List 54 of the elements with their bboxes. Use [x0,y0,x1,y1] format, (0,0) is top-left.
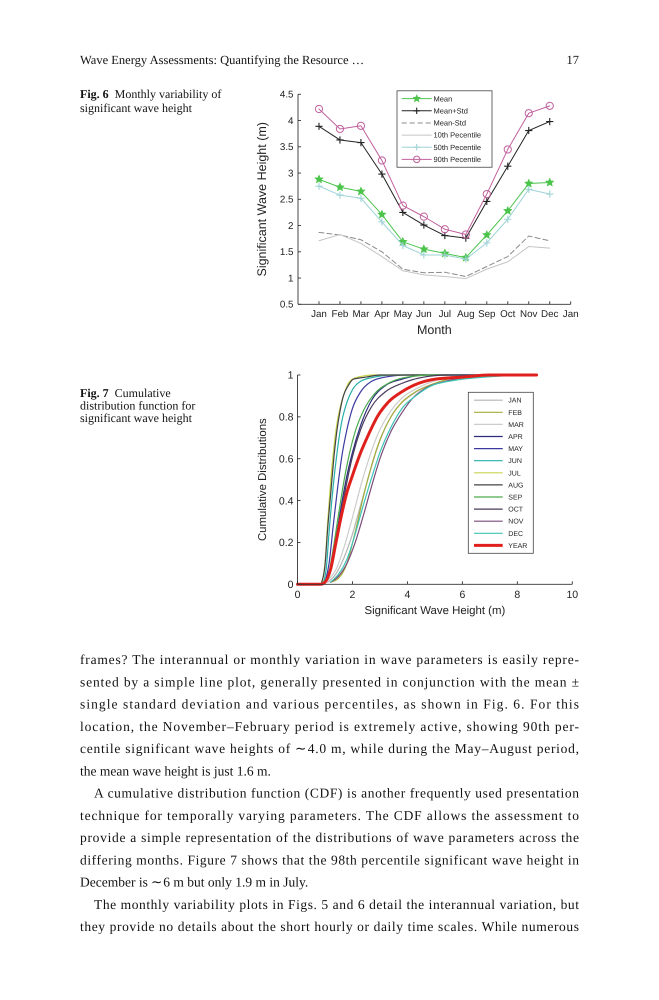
x-tick-label: 4 [404,589,410,601]
text: centile significant wave heights of ∼4.0 m, while during the May–August period, [80,741,579,756]
x-tick-label: May [394,309,412,320]
y-tick-label: 3.5 [280,142,294,154]
x-tick-label: Apr [374,309,390,320]
x-tick-label: Jul [438,309,452,320]
x-tick-label: Jan [311,309,327,320]
y-tick-label: 1 [288,370,294,382]
text: single standard deviation and various percentiles, as shown in Fig. 6. For this [80,696,579,712]
y-tick-label: 3 [288,168,294,180]
x-tick-label: Dec [541,309,559,320]
text: the mean wave height is just 1.6 m. [80,763,271,778]
x-tick-label: 6 [459,589,466,601]
x-tick-label: 2 [350,589,356,601]
y-tick-label: 1.5 [280,247,294,258]
x-tick-label: Nov [520,309,538,320]
x-tick-label: Aug [457,309,475,320]
x-tick-label: Jun [416,309,432,320]
text: they provide no details about the short hourly or daily time scales. While numerous [80,919,579,934]
x-axis-title: Month [416,323,452,337]
y-tick-label: 0.6 [278,453,294,466]
y-axis-title: Cumulative Distributions [257,418,269,542]
text: The monthly variability plots in Figs. 5 and 6 detail the interannual variation, but [94,896,580,912]
x-tick-label: Feb [332,309,349,320]
y-tick-label: 2 [288,220,294,232]
y-tick-label: 1 [288,273,294,284]
y-tick-label: 0.2 [278,537,294,550]
text: location, the November–February period is extremely active, showing 90th per- [80,718,580,734]
text: frames? The interannual or monthly variation in wave parameters is easily repre- [80,652,580,667]
y-tick-label: 2.5 [280,194,294,206]
chart-title: Fig. 6 Monthly variability of significant wave height [80,87,222,115]
y-tick-label: 0.8 [278,412,294,424]
text: sented by a simple line plot, generally presented in conjunction with the mean ± [80,674,579,690]
chart-title: Fig. 7 Cumulative distribution function for significant wave height [80,386,196,425]
x-tick-label: Mar [352,309,370,320]
text: differing months. Figure 7 shows that the 98th percentile significant wave height in [80,852,580,868]
x-axis-title: Significant Wave Height (m) [364,605,506,617]
y-tick-label: 4.5 [280,90,294,101]
y-tick-label: 4 [288,116,294,127]
x-tick-label: 8 [514,589,520,601]
text: Wave Energy Assessments: Quantifying the Resource … [80,53,364,67]
text: December is ∼6 m but only 1.9 m in July. [80,874,308,890]
x-tick-label: 10 [566,589,578,601]
text: technique for temporally varying parameters. The CDF allows the assessment to [80,808,580,823]
y-axis-title: Significant Wave Height (m) [255,122,269,277]
text: A cumulative distribution function (CDF) is another frequently used presentation [94,786,580,800]
y-tick-label: 0.4 [278,495,294,508]
y-tick-label: 0 [288,578,294,591]
text: 17 [566,53,579,67]
text: provide a simple representation of the distributions of wave parameters across the [80,830,579,845]
x-tick-label: Sep [478,309,496,320]
x-tick-label: Oct [500,309,516,320]
y-tick-label: 0.5 [280,300,294,311]
x-tick-label: Jan [562,309,579,320]
